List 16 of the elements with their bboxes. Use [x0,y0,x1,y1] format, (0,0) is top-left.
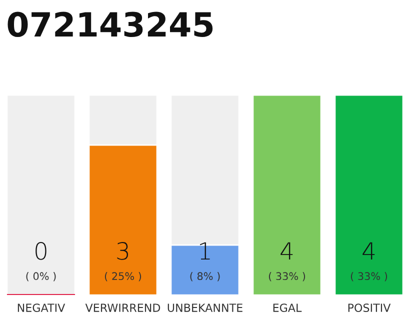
annotation: ( 33% ) [268,272,306,282]
x-tick-label: UNBEKANNTE [168,304,242,312]
annotation: ( 33% ) [350,272,388,282]
x-tick-label: VERWIRREND [85,304,160,312]
chart-title: 072143245 [8,12,213,37]
annotation: ( 25% ) [104,272,142,282]
annotation: ( 8% ) [190,272,220,282]
x-tick-label: NEGATIV [18,304,66,312]
data-label: 1 [200,242,210,260]
data-label: 4 [280,242,293,260]
annotation: ( 0% ) [26,272,56,282]
data-label: 3 [117,242,128,260]
x-tick-label: POSITIV [348,304,391,312]
x-tick-label: EGAL [273,304,302,312]
data-label: 4 [362,242,375,260]
data-label: 0 [36,242,46,260]
